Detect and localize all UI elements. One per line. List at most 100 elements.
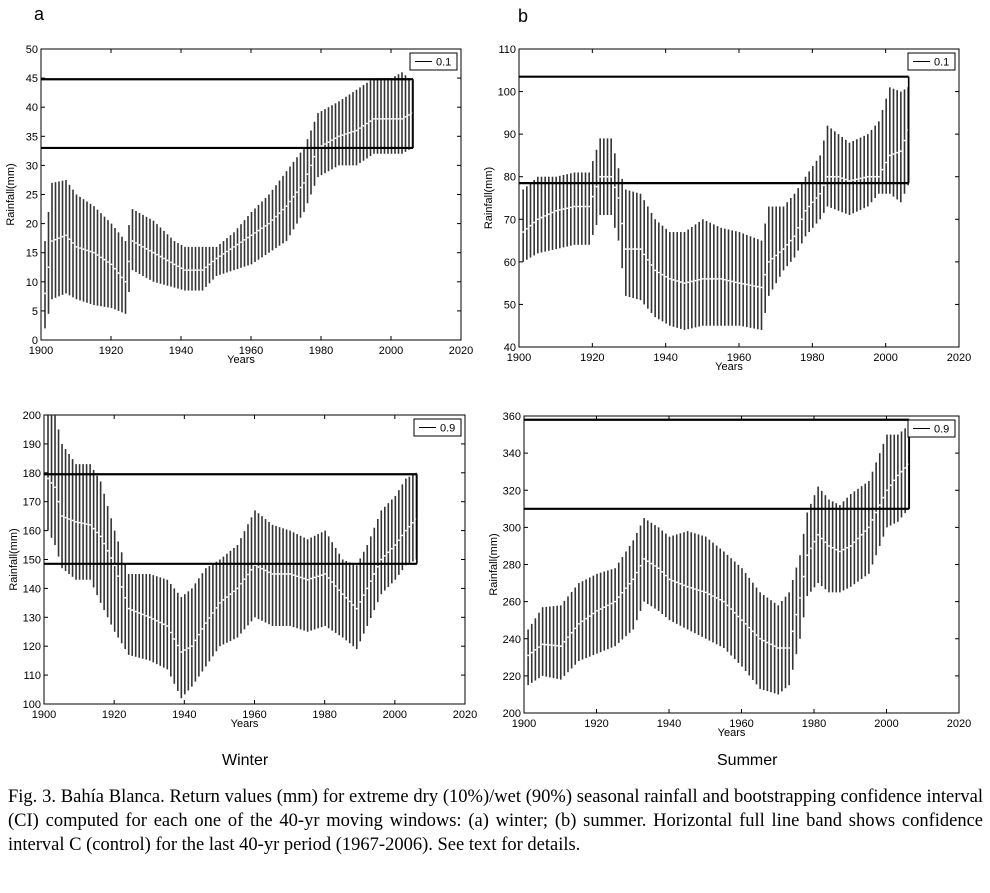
median-marker [257, 229, 260, 232]
median-marker [760, 286, 763, 289]
x-tick-label: 1900 [32, 709, 56, 721]
median-marker [683, 584, 685, 587]
median-marker [683, 282, 686, 285]
median-marker [777, 647, 780, 649]
median-marker [380, 558, 383, 561]
y-tick-label: 35 [26, 131, 38, 143]
median-marker [892, 153, 895, 155]
y-tick-label: 180 [23, 468, 41, 480]
median-marker [585, 617, 588, 620]
median-marker [394, 117, 396, 120]
median-marker [369, 580, 372, 583]
median-marker [289, 200, 291, 203]
median-marker [844, 178, 847, 181]
median-marker [299, 186, 302, 189]
median-marker [712, 595, 714, 597]
y-tick-label: 20 [26, 219, 38, 231]
median-marker [882, 496, 885, 499]
median-marker [268, 571, 270, 574]
x-tick-label: 1980 [800, 352, 824, 364]
median-marker [606, 604, 609, 607]
median-marker [544, 214, 547, 217]
x-tick-label: 2000 [383, 709, 407, 721]
x-axis-title: Years [715, 361, 743, 373]
x-tick-label: 2020 [947, 718, 971, 730]
median-marker [791, 630, 794, 633]
median-marker [236, 243, 239, 246]
y-tick-label: 340 [503, 448, 521, 460]
y-tick-label: 90 [504, 129, 516, 141]
median-marker [348, 600, 351, 603]
median-marker [809, 547, 812, 550]
median-marker [694, 279, 697, 282]
median-marker [369, 120, 372, 123]
median-marker [639, 248, 642, 250]
median-marker [352, 130, 354, 133]
median-marker [806, 554, 809, 557]
median-marker [180, 267, 183, 270]
median-marker [310, 164, 312, 167]
y-tick-label: 0 [32, 335, 38, 347]
median-marker [903, 139, 906, 142]
median-marker [110, 263, 113, 266]
median-marker [159, 621, 162, 624]
median-marker [107, 261, 109, 263]
median-marker [705, 277, 708, 280]
median-marker [61, 515, 63, 518]
median-marker [614, 600, 617, 603]
median-marker [96, 531, 99, 534]
median-marker [770, 643, 772, 646]
median-marker [327, 577, 330, 579]
median-marker [536, 218, 539, 221]
median-marker [778, 251, 781, 254]
median-marker [726, 604, 729, 607]
median-marker [867, 526, 870, 529]
x-tick-label: 2020 [453, 709, 477, 721]
median-marker [173, 263, 176, 266]
median-marker [292, 574, 295, 577]
median-marker [529, 224, 532, 227]
x-tick-label: 1920 [584, 718, 608, 730]
median-marker [397, 117, 400, 120]
median-marker [795, 613, 798, 616]
x-tick-label: 1900 [507, 352, 531, 364]
median-marker [198, 269, 200, 272]
figure-caption: Fig. 3. Bahía Blanca. Return values (mm)… [8, 787, 983, 855]
x-tick-label: 1960 [727, 352, 751, 364]
median-marker [819, 192, 822, 195]
median-marker [292, 195, 295, 198]
median-marker [547, 213, 550, 216]
median-marker [264, 225, 267, 227]
median-marker [657, 271, 660, 274]
median-marker [755, 634, 758, 636]
median-marker [643, 558, 646, 560]
median-marker [166, 625, 169, 627]
median-marker [896, 151, 899, 154]
median-marker [852, 179, 855, 182]
median-marker [366, 587, 369, 590]
y-tick-label: 260 [503, 597, 521, 609]
median-marker [693, 588, 696, 590]
y-tick-label: 100 [23, 699, 41, 711]
median-marker [131, 609, 134, 611]
median-marker [197, 633, 200, 636]
median-marker [541, 643, 544, 646]
median-marker [828, 545, 830, 547]
median-marker [152, 251, 155, 254]
median-marker [341, 134, 344, 137]
median-marker [559, 645, 562, 648]
median-marker [141, 613, 144, 616]
summer-wet-chart: 1900 1920 1940 1960 1980 2000 2020 200 220 240 260… [488, 411, 971, 739]
median-marker [808, 205, 811, 208]
median-marker [866, 175, 869, 178]
median-marker [187, 647, 190, 650]
median-marker [610, 175, 613, 178]
median-marker [411, 521, 414, 524]
median-marker [859, 177, 862, 180]
median-marker [716, 277, 719, 280]
median-marker [72, 242, 74, 244]
median-marker [110, 557, 113, 559]
median-marker [75, 521, 77, 523]
median-marker [135, 242, 137, 244]
median-marker [282, 573, 284, 575]
